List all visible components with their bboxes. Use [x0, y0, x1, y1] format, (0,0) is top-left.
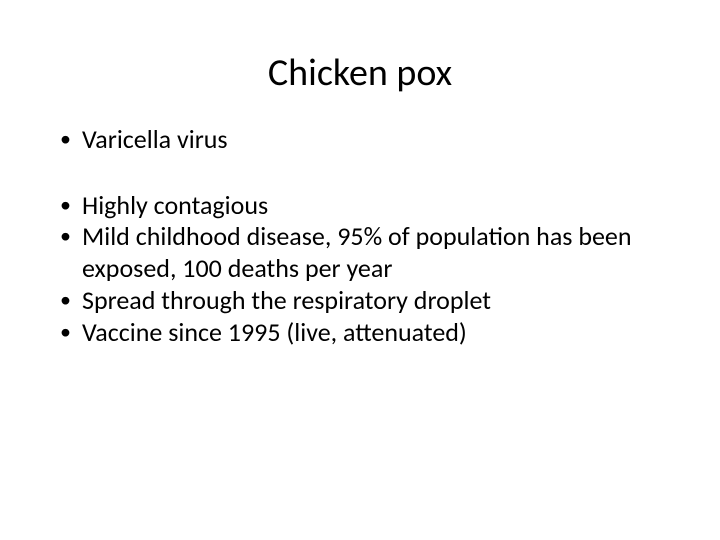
bullet-text: Varicella virus [82, 123, 228, 155]
bullet-text: Vaccine since 1995 (live, attenuated) [82, 316, 467, 348]
bullet-text: Highly contagious [82, 189, 268, 221]
bullet-list-1: Varicella virus [46, 124, 674, 156]
list-item: Mild childhood disease, 95% of populatio… [60, 221, 674, 284]
list-item: Highly contagious [60, 190, 674, 222]
list-item: Vaccine since 1995 (live, attenuated) [60, 317, 674, 349]
list-item: Varicella virus [60, 124, 674, 156]
bullet-text: Spread through the respiratory droplet [82, 284, 491, 316]
slide: Chicken pox Varicella virus Highly conta… [0, 0, 720, 540]
list-item: Spread through the respiratory droplet [60, 285, 674, 317]
bullet-text: Mild childhood disease, 95% of populatio… [82, 220, 632, 284]
slide-title: Chicken pox [166, 50, 554, 96]
bullet-list-2: Highly contagious Mild childhood disease… [46, 190, 674, 349]
spacer [46, 156, 674, 190]
